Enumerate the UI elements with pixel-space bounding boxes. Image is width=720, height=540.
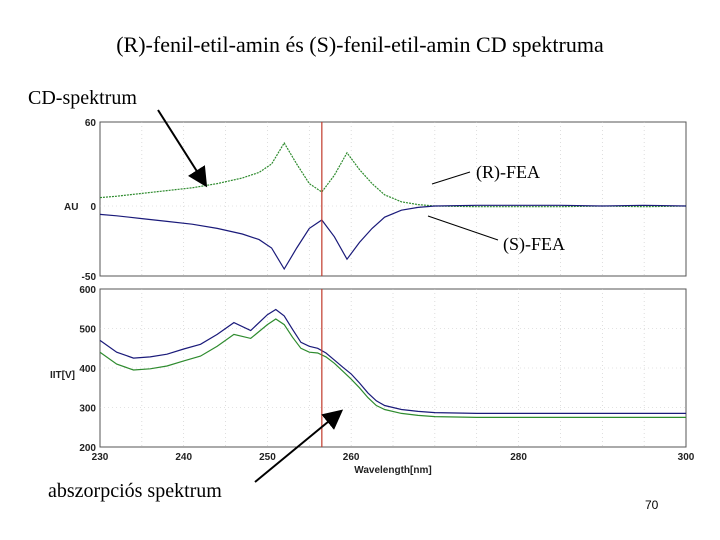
abs-series-line (99, 318, 686, 418)
slide-title: (R)-fenil-etil-amin és (S)-fenil-etil-am… (116, 32, 604, 57)
abs-xlabel: Wavelength[nm] (354, 465, 431, 476)
abs-ytick-label: 600 (79, 285, 96, 296)
cd-spectrum-label: CD-spektrum (28, 87, 137, 109)
absorption-panel: 600 500 400 300 200 IIT[V] 230 240 250 260 280 300 W… (50, 285, 695, 476)
absorption-spectrum-label: abszorpciós spektrum (48, 480, 222, 502)
annotation-layer: (R)-FEA (S)-FEA (157, 109, 565, 483)
abs-ytick-label: 400 (79, 364, 96, 375)
abs-xtick-label: 240 (175, 452, 192, 463)
cd-label-arrow (157, 109, 208, 188)
abs-series-line (99, 308, 686, 414)
abs-label-arrow (254, 409, 344, 483)
cd-ylabel: AU (64, 202, 78, 213)
abs-xtick-label: 280 (510, 452, 527, 463)
r-fea-label: (R)-FEA (476, 162, 540, 183)
abs-ytick-label: 300 (79, 404, 96, 415)
cd-panel: 60 0 -50 AU (64, 118, 687, 283)
s-fea-label: (S)-FEA (503, 234, 565, 255)
cd-ytick-label: -50 (82, 272, 97, 283)
abs-xtick-label: 250 (259, 452, 276, 463)
abs-ylabel: IIT[V] (50, 370, 75, 381)
r-fea-pointer (431, 171, 471, 185)
abs-ytick-label: 500 (79, 325, 96, 336)
s-fea-pointer (427, 215, 499, 241)
abs-xtick-label: 300 (678, 452, 695, 463)
cd-ytick-label: 60 (85, 118, 97, 129)
abs-ytick-label: 200 (79, 443, 96, 454)
abs-xtick-label: 260 (343, 452, 360, 463)
abs-xtick-label: 230 (92, 452, 109, 463)
cd-series-line (99, 204, 687, 271)
abs-frame (99, 288, 687, 448)
cd-ytick-label: 0 (90, 202, 96, 213)
page-number: 70 (645, 498, 659, 512)
